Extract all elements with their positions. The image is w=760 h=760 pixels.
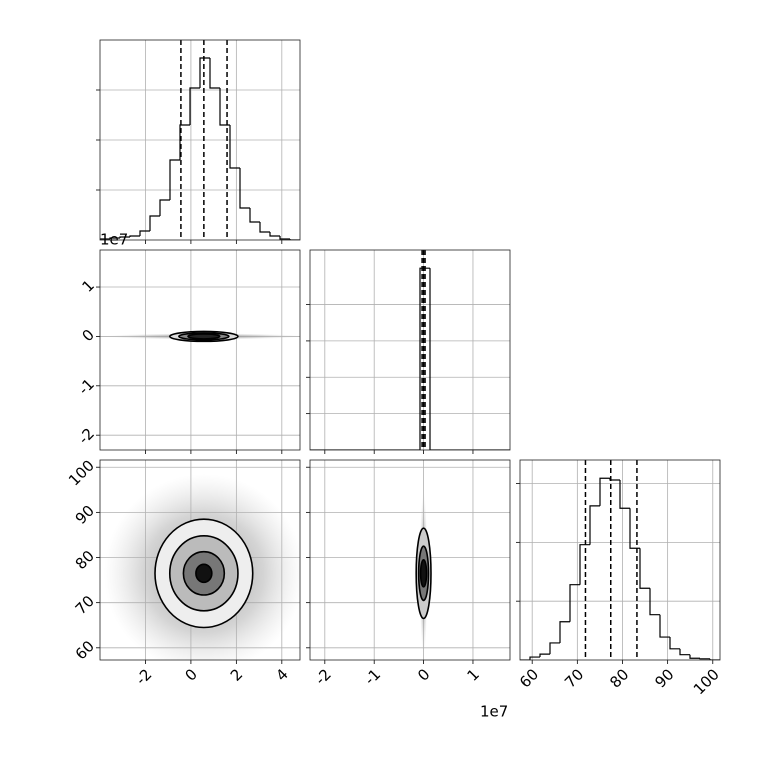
hist-bin bbox=[289, 239, 300, 240]
panel: 60 70 80 90 100 bbox=[516, 459, 723, 698]
hist-bin bbox=[199, 57, 210, 88]
hist-bin bbox=[679, 648, 690, 656]
hist-bin bbox=[129, 235, 140, 237]
contour bbox=[195, 563, 213, 584]
hist-bin bbox=[419, 267, 430, 450]
hist-bin bbox=[669, 637, 680, 650]
hist-bin bbox=[699, 658, 710, 660]
plot-area bbox=[520, 460, 720, 660]
panel-frame bbox=[99, 249, 301, 451]
y-tick-label: 0 bbox=[79, 326, 98, 345]
y-tick-label: -1 bbox=[75, 375, 98, 398]
hist-bin bbox=[229, 125, 240, 169]
x-tick-label: 2 bbox=[227, 665, 246, 684]
hist-bin bbox=[429, 268, 440, 450]
hist-bin bbox=[589, 505, 600, 545]
hist-bin bbox=[119, 236, 130, 238]
panel bbox=[96, 39, 301, 244]
hist-bin bbox=[259, 222, 270, 233]
hist-bin bbox=[219, 88, 230, 126]
hist-bin bbox=[659, 614, 670, 638]
hist-bin bbox=[269, 232, 280, 237]
hist-bin bbox=[709, 658, 720, 660]
hist-bin bbox=[139, 230, 150, 236]
x-tick-label: 80 bbox=[606, 665, 632, 691]
x-tick-label: -2 bbox=[312, 665, 335, 688]
plot-area bbox=[415, 492, 432, 655]
hist-bin bbox=[169, 159, 180, 200]
hist-bin bbox=[209, 58, 220, 89]
panel bbox=[306, 249, 511, 454]
plot-area bbox=[310, 250, 510, 450]
hist-bin bbox=[569, 584, 580, 622]
panel-frame bbox=[519, 459, 721, 661]
hist-bin bbox=[559, 621, 570, 643]
hist-bin bbox=[549, 642, 560, 655]
y-tick-label: 80 bbox=[72, 547, 98, 573]
hist-bin bbox=[100, 238, 110, 240]
hist-bin bbox=[159, 199, 170, 216]
panel-frame bbox=[309, 459, 511, 661]
hist-bin bbox=[179, 124, 190, 160]
hist-bin bbox=[189, 87, 200, 125]
panel-frame bbox=[309, 249, 511, 451]
panel: -2 0 2 4 60 70 80 90 100 bbox=[65, 457, 301, 689]
y-tick-label: 100 bbox=[65, 457, 98, 490]
hist-bin bbox=[639, 548, 650, 589]
plot-area bbox=[103, 474, 300, 660]
y-tick-label: 1 bbox=[79, 276, 98, 295]
x-tick-label: -2 bbox=[132, 665, 155, 688]
offset-label: 1e7 bbox=[480, 703, 508, 721]
y-tick-label: -2 bbox=[75, 424, 98, 447]
contour bbox=[419, 558, 428, 588]
x-tick-label: 90 bbox=[651, 665, 677, 691]
hist-bin bbox=[529, 656, 540, 660]
panel-frame bbox=[99, 39, 301, 241]
x-tick-label: 60 bbox=[516, 665, 542, 691]
hist-bin bbox=[619, 480, 630, 509]
x-tick-label: 0 bbox=[414, 665, 433, 684]
x-tick-label: 0 bbox=[181, 665, 200, 684]
hist-bin bbox=[249, 208, 260, 223]
panel: -2 -1 0 1 1e7 bbox=[306, 459, 511, 721]
panel: -2 -1 0 1 1e7 bbox=[75, 231, 301, 454]
panel-frame bbox=[99, 459, 301, 661]
hist-bin bbox=[239, 168, 250, 209]
plot-area bbox=[103, 330, 300, 343]
hist-bin bbox=[609, 478, 620, 481]
hist-bin bbox=[109, 237, 120, 239]
x-tick-label: 1 bbox=[463, 665, 482, 684]
plot-area bbox=[100, 40, 300, 240]
y-tick-label: 70 bbox=[72, 592, 98, 618]
hist-bin bbox=[149, 215, 160, 231]
hist-bin bbox=[649, 588, 660, 616]
x-tick-label: -1 bbox=[361, 665, 384, 688]
y-tick-label: 90 bbox=[72, 502, 98, 528]
x-tick-label: 70 bbox=[561, 665, 587, 691]
hist-bin bbox=[579, 544, 590, 585]
hist-bin bbox=[599, 477, 610, 506]
x-tick-label: 4 bbox=[272, 665, 291, 684]
y-tick-label: 60 bbox=[72, 637, 98, 663]
offset-label: 1e7 bbox=[100, 231, 128, 249]
contour bbox=[187, 333, 221, 340]
x-tick-label: 100 bbox=[690, 665, 723, 698]
hist-bin bbox=[279, 236, 290, 240]
hist-bin bbox=[539, 653, 550, 658]
hist-bin bbox=[689, 654, 700, 659]
